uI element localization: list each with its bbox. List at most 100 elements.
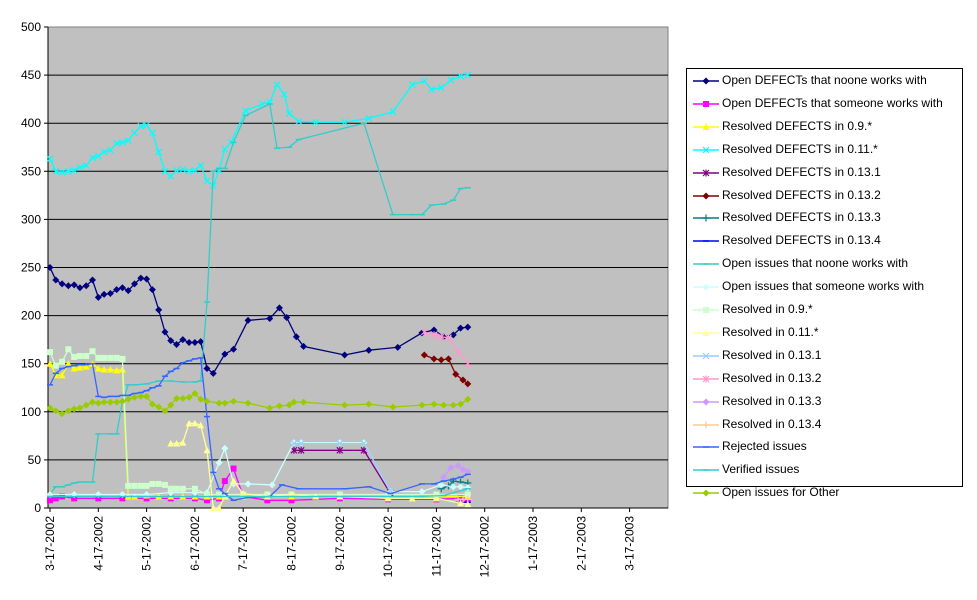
- legend-item: Resolved DEFECTS in 0.9.*: [687, 117, 964, 137]
- data-point: [106, 365, 114, 373]
- data-point: [101, 354, 108, 361]
- data-point: [464, 395, 472, 403]
- data-point: [119, 495, 126, 502]
- legend-symbol: [693, 169, 719, 177]
- data-point: [100, 365, 108, 373]
- data-point: [52, 407, 60, 415]
- data-point: [185, 167, 193, 175]
- data-point: [65, 346, 72, 353]
- legend-item: Open DEFECTs that someone works with: [687, 94, 964, 114]
- y-tick-label: 450: [21, 68, 41, 82]
- data-point: [275, 402, 283, 410]
- legend-item: Open DEFECTs that noone works with: [687, 71, 964, 91]
- data-point: [266, 404, 274, 412]
- data-point: [197, 162, 205, 169]
- data-point: [76, 404, 84, 412]
- data-point: [58, 371, 66, 379]
- data-point: [143, 275, 151, 283]
- legend-symbol: [693, 100, 719, 107]
- data-point: [432, 494, 440, 502]
- data-point: [113, 286, 121, 294]
- data-point: [336, 439, 344, 447]
- data-point: [341, 401, 349, 409]
- legend-symbol: [693, 214, 719, 222]
- data-point: [70, 405, 78, 413]
- data-point: [179, 336, 187, 344]
- legend-label: Open DEFECTs that noone works with: [722, 73, 927, 87]
- data-point: [437, 333, 445, 341]
- legend-item: Resolved in 0.13.2: [687, 369, 964, 389]
- legend-symbol: [693, 240, 719, 243]
- data-point: [457, 483, 465, 491]
- data-point: [203, 365, 211, 373]
- data-point: [300, 398, 308, 406]
- legend-marker: [702, 77, 710, 85]
- data-point: [221, 444, 229, 452]
- data-point: [464, 491, 471, 498]
- data-point: [408, 81, 416, 89]
- x-tick-label: 3-17-2002: [43, 516, 57, 571]
- data-point: [173, 485, 180, 492]
- data-point: [113, 398, 121, 406]
- data-point: [124, 137, 132, 144]
- data-point: [197, 395, 205, 403]
- data-point: [266, 314, 274, 322]
- data-point: [161, 407, 169, 415]
- data-point: [95, 354, 102, 361]
- data-point: [433, 491, 440, 498]
- legend-item: Open issues that someone works with: [687, 277, 964, 297]
- data-point: [52, 276, 60, 284]
- data-point: [464, 323, 472, 331]
- data-point: [89, 348, 96, 355]
- data-point: [437, 84, 445, 92]
- data-point: [64, 282, 72, 290]
- data-point: [268, 481, 276, 489]
- legend-marker: [702, 375, 710, 383]
- series-14: [420, 328, 472, 368]
- data-point: [119, 139, 126, 146]
- data-point: [300, 342, 308, 350]
- x-tick-label: 12-17-2002: [478, 516, 492, 578]
- legend-marker: [702, 192, 710, 199]
- data-point: [100, 148, 108, 156]
- legend-marker: [702, 421, 710, 428]
- legend-symbol: [693, 146, 719, 154]
- data-point: [464, 467, 472, 475]
- data-point: [449, 401, 457, 409]
- y-tick-label: 250: [21, 261, 41, 275]
- data-point: [179, 485, 186, 492]
- data-point: [89, 154, 96, 162]
- data-point: [167, 440, 175, 447]
- data-point: [464, 495, 472, 503]
- data-point: [420, 328, 428, 336]
- data-point: [107, 354, 114, 361]
- x-tick-label: 5-17-2002: [140, 516, 154, 571]
- data-point: [385, 491, 392, 498]
- data-point: [137, 122, 145, 130]
- data-point: [288, 497, 295, 504]
- data-point: [430, 355, 438, 363]
- x-tick-label: 7-17-2002: [236, 516, 250, 571]
- data-point: [209, 369, 217, 377]
- data-point: [124, 287, 132, 295]
- data-point: [191, 166, 199, 174]
- data-point: [428, 86, 435, 93]
- x-tick-label: 3-17-2003: [623, 516, 637, 571]
- data-point: [440, 473, 448, 481]
- legend-marker: [702, 146, 710, 154]
- gridlines: [48, 74, 668, 461]
- data-point: [437, 356, 445, 364]
- data-point: [47, 349, 53, 356]
- legend-label: Resolved DEFECTS in 0.13.1: [722, 164, 881, 179]
- x-axis: 3-17-2002 4-17-2002 5-17-2002 6-17-2002 7-17…: [43, 507, 668, 578]
- data-point: [215, 459, 223, 467]
- data-point: [185, 419, 193, 427]
- data-point: [430, 326, 438, 334]
- data-point: [185, 339, 193, 347]
- legend-symbol: [693, 375, 719, 383]
- legend-item: Resolved in 0.13.3: [687, 392, 964, 412]
- data-point: [46, 155, 54, 163]
- data-point: [389, 108, 397, 116]
- data-point: [285, 110, 293, 118]
